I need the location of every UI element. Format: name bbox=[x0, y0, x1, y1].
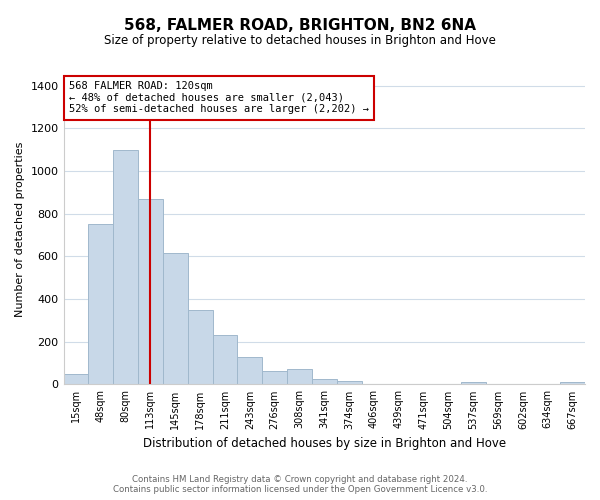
Text: Contains public sector information licensed under the Open Government Licence v3: Contains public sector information licen… bbox=[113, 485, 487, 494]
Text: Size of property relative to detached houses in Brighton and Hove: Size of property relative to detached ho… bbox=[104, 34, 496, 47]
Bar bbox=[64, 374, 88, 384]
Bar bbox=[188, 310, 212, 384]
Bar bbox=[88, 224, 113, 384]
Bar bbox=[560, 382, 585, 384]
Bar bbox=[337, 380, 362, 384]
Bar bbox=[212, 336, 238, 384]
Bar bbox=[238, 356, 262, 384]
Bar bbox=[163, 253, 188, 384]
Bar bbox=[287, 370, 312, 384]
Y-axis label: Number of detached properties: Number of detached properties bbox=[15, 142, 25, 318]
X-axis label: Distribution of detached houses by size in Brighton and Hove: Distribution of detached houses by size … bbox=[143, 437, 506, 450]
Text: Contains HM Land Registry data © Crown copyright and database right 2024.: Contains HM Land Registry data © Crown c… bbox=[132, 475, 468, 484]
Bar bbox=[138, 199, 163, 384]
Bar bbox=[312, 379, 337, 384]
Bar bbox=[113, 150, 138, 384]
Bar bbox=[461, 382, 485, 384]
Text: 568, FALMER ROAD, BRIGHTON, BN2 6NA: 568, FALMER ROAD, BRIGHTON, BN2 6NA bbox=[124, 18, 476, 32]
Text: 568 FALMER ROAD: 120sqm
← 48% of detached houses are smaller (2,043)
52% of semi: 568 FALMER ROAD: 120sqm ← 48% of detache… bbox=[69, 81, 369, 114]
Bar bbox=[262, 370, 287, 384]
